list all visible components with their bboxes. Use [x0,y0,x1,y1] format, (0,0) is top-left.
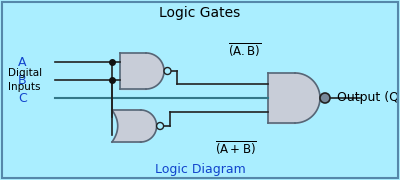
Polygon shape [268,73,295,123]
Text: B: B [18,73,27,87]
Circle shape [164,68,171,75]
Polygon shape [146,53,164,89]
Text: Digital
Inputs: Digital Inputs [8,68,42,92]
Text: $\overline{\mathsf{(A+B)}}$: $\overline{\mathsf{(A+B)}}$ [215,139,257,157]
Text: A: A [18,55,26,69]
Text: Output (Q): Output (Q) [333,91,400,105]
Circle shape [320,93,330,103]
Polygon shape [120,53,146,89]
Text: Logic Diagram: Logic Diagram [155,163,245,177]
Polygon shape [295,73,320,123]
Text: C: C [18,91,27,105]
Polygon shape [112,110,156,142]
Circle shape [156,123,164,129]
Text: $\overline{\mathsf{(A.B)}}$: $\overline{\mathsf{(A.B)}}$ [228,41,261,59]
Text: Logic Gates: Logic Gates [159,6,241,20]
